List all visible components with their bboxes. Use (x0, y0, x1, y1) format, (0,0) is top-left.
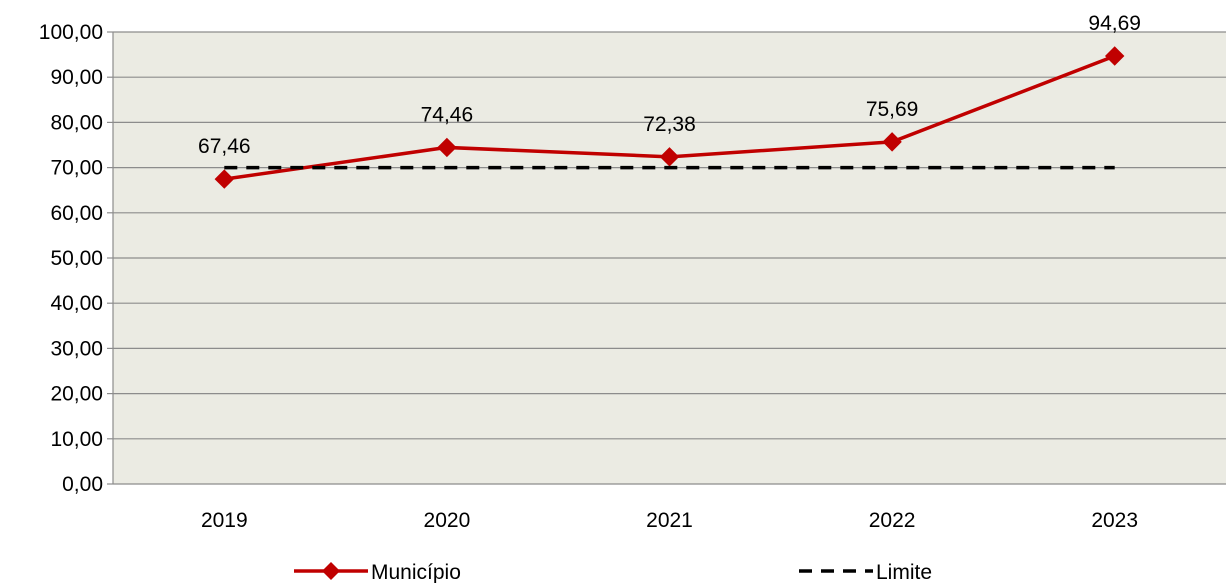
x-tick-label: 2019 (201, 509, 248, 532)
data-point-marker (437, 137, 457, 158)
y-tick-label: 80,00 (50, 111, 103, 134)
series-layer (214, 46, 1125, 189)
legend: Município Limite (294, 561, 932, 583)
legend-item-limite: Limite (799, 561, 932, 583)
data-point-marker (882, 132, 902, 152)
y-tick-label: 70,00 (50, 157, 103, 180)
y-tick-label: 50,00 (50, 247, 103, 270)
legend-label: Limite (876, 561, 932, 583)
data-point-marker (214, 169, 235, 189)
y-tick-label: 30,00 (50, 337, 103, 360)
data-label: 72,38 (643, 113, 696, 136)
y-tick-label: 20,00 (50, 383, 103, 406)
y-tick-label: 40,00 (50, 292, 103, 315)
y-tick-label: 100,00 (39, 21, 103, 44)
x-tick-label: 2022 (869, 509, 916, 532)
y-tick-label: 60,00 (50, 202, 103, 225)
y-tick-label: 10,00 (50, 428, 103, 451)
data-label: 94,69 (1088, 12, 1141, 35)
data-point-marker (1104, 46, 1125, 66)
data-label: 74,46 (421, 103, 474, 126)
data-labels: 67,46 74,46 72,38 75,69 94,69 (198, 12, 1141, 158)
legend-swatch-marker (322, 562, 340, 580)
legend-item-municipio: Município (294, 561, 461, 583)
legend-label: Município (371, 561, 461, 583)
y-axis-ticks: 0,00 10,00 20,00 30,00 40,00 50,00 60,00 70,00 8… (39, 21, 103, 496)
data-label: 67,46 (198, 135, 251, 158)
data-label: 75,69 (866, 98, 919, 121)
data-point-marker (659, 147, 680, 167)
y-tick-label: 0,00 (62, 473, 103, 496)
x-axis-ticks: 2019 2020 2021 2022 2023 (201, 509, 1138, 532)
x-tick-label: 2023 (1091, 509, 1138, 532)
x-tick-label: 2020 (424, 509, 471, 532)
y-tick-label: 90,00 (50, 66, 103, 89)
x-tick-label: 2021 (646, 509, 693, 532)
